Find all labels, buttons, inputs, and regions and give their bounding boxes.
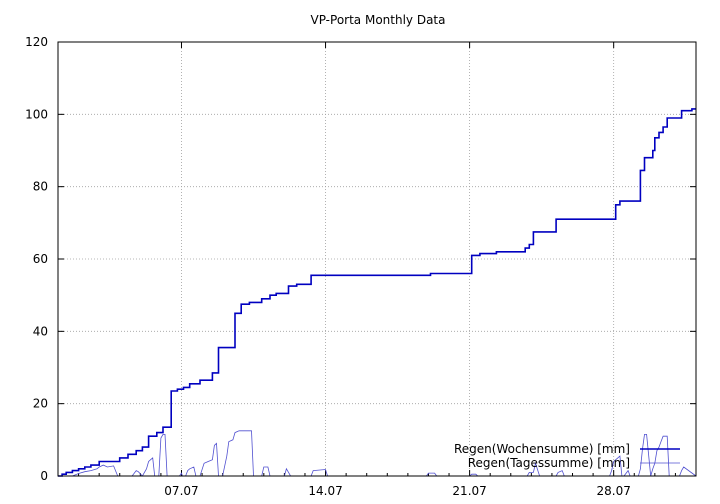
legend-label: Regen(Wochensumme) [mm] — [454, 442, 630, 456]
series-line-wochensumme — [58, 108, 696, 477]
y-tick-label: 100 — [25, 107, 48, 121]
x-tick-label: 21.07 — [452, 484, 486, 498]
plot-frame — [57, 41, 697, 477]
y-tick-label: 60 — [33, 252, 48, 266]
data-series — [58, 108, 697, 477]
axes: 0 20 40 60 80 100 120 07.07 14.07 21.07 28.07 — [25, 35, 696, 498]
x-tick-label: 28.07 — [596, 484, 630, 498]
y-tick-label: 40 — [33, 324, 48, 338]
x-tick-label: 07.07 — [164, 484, 198, 498]
y-tick-label: 80 — [33, 180, 48, 194]
legend-label: Regen(Tagessumme) [mm] — [468, 456, 630, 470]
chart-title: VP-Porta Monthly Data — [311, 13, 446, 27]
y-tick-label: 20 — [33, 397, 48, 411]
legend: Regen(Wochensumme) [mm]Regen(Tagessumme)… — [454, 442, 680, 470]
y-tick-label: 120 — [25, 35, 48, 49]
y-tick-label: 0 — [40, 469, 48, 483]
grid-lines — [58, 42, 696, 476]
x-tick-label: 14.07 — [308, 484, 342, 498]
